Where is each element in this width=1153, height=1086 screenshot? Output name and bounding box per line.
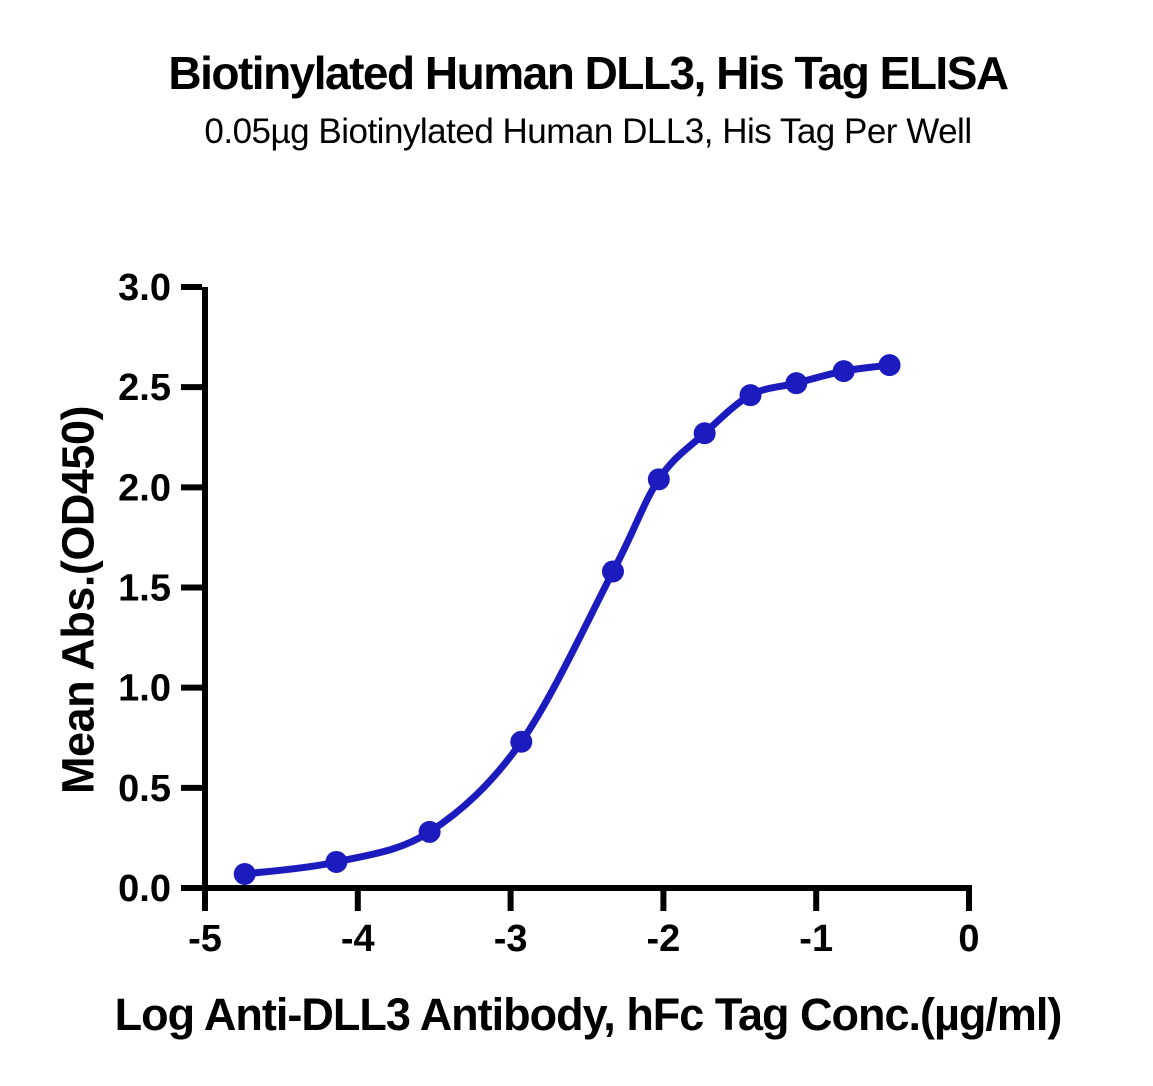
- data-point: [693, 422, 716, 445]
- data-point: [233, 862, 256, 885]
- data-point: [739, 384, 762, 407]
- chart-subtitle: 0.05µg Biotinylated Human DLL3, His Tag …: [204, 112, 972, 151]
- data-point: [325, 850, 348, 873]
- x-tick-label: -1: [799, 918, 833, 960]
- data-point: [601, 560, 624, 583]
- x-tick-label: -2: [647, 918, 681, 960]
- data-point: [647, 468, 670, 491]
- x-tick-label: -3: [494, 918, 528, 960]
- y-tick-label: 2.0: [118, 467, 171, 509]
- data-point: [878, 354, 901, 377]
- y-tick-label: 3.0: [118, 267, 171, 309]
- x-axis-title: Log Anti-DLL3 Antibody, hFc Tag Conc.(µg…: [114, 989, 1063, 1040]
- x-tick-label: -5: [188, 918, 222, 960]
- y-tick-label: 1.5: [118, 568, 171, 610]
- y-tick-label: 0.0: [118, 868, 171, 910]
- x-tick-label: -4: [341, 918, 375, 960]
- data-point: [510, 730, 533, 753]
- data-point: [785, 372, 808, 395]
- data-point: [832, 360, 855, 383]
- data-point: [418, 820, 441, 843]
- x-tick-label: 0: [958, 918, 979, 960]
- y-tick-label: 2.5: [118, 367, 171, 409]
- chart-title: Biotinylated Human DLL3, His Tag ELISA: [168, 47, 1009, 99]
- dose-response-curve: [241, 361, 893, 878]
- y-tick-label: 1.0: [118, 668, 171, 710]
- y-tick-label: 0.5: [118, 768, 171, 810]
